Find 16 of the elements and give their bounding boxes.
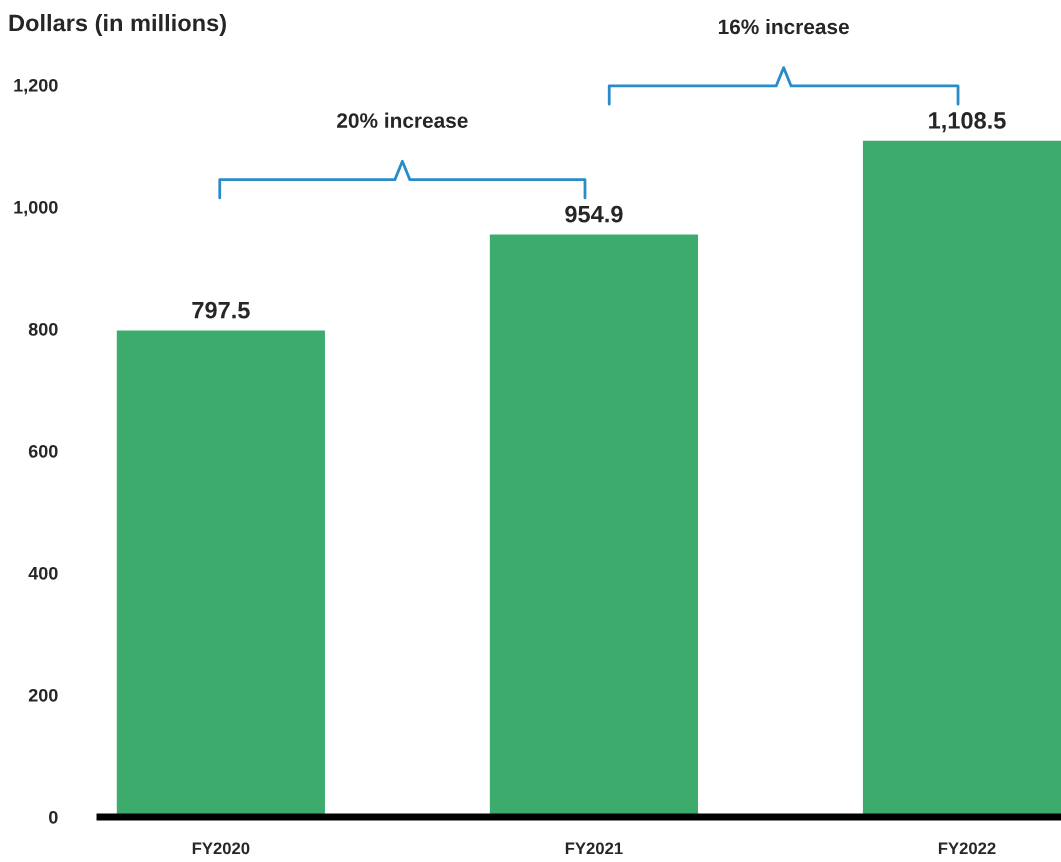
x-tick-label: FY2020 <box>192 842 250 855</box>
y-tick-label: 400 <box>28 566 58 580</box>
y-tick-label: 800 <box>28 322 58 336</box>
y-tick-label: 200 <box>28 688 58 702</box>
text: 16% increase <box>718 18 849 35</box>
x-tick-label: FY2022 <box>938 842 996 855</box>
annotation: 20% increase <box>337 112 468 128</box>
y-tick-label: 1,200 <box>14 78 58 95</box>
data-label: 954.9 <box>565 205 623 223</box>
y-tick-label: 600 <box>28 444 58 458</box>
chart-title: Dollars (in millions) <box>9 14 226 37</box>
x-tick-label: FY2021 <box>565 842 623 855</box>
y-tick-label: 0 <box>49 810 58 824</box>
data-label: 797.5 <box>192 301 250 319</box>
y-tick-label: 1,000 <box>14 200 58 217</box>
data-label: 1,108.5 <box>929 112 1006 133</box>
